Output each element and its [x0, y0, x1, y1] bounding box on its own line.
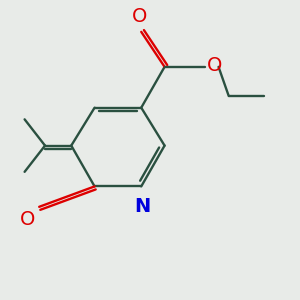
Text: O: O — [20, 210, 35, 229]
Text: O: O — [132, 7, 148, 26]
Text: N: N — [135, 196, 151, 216]
Text: O: O — [207, 56, 222, 75]
